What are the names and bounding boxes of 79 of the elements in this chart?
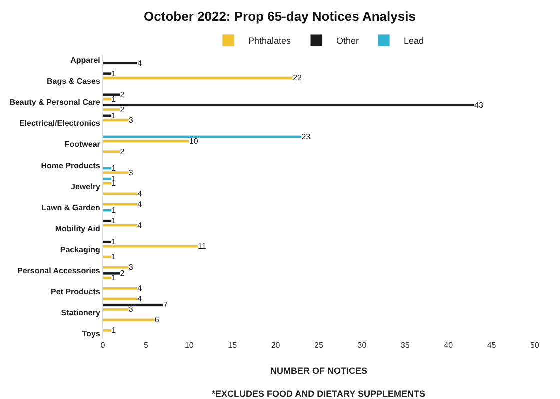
y-tick-label: Personal Accessories: [18, 266, 101, 276]
bar: [103, 224, 138, 228]
y-tick-label: Stationery: [61, 308, 101, 318]
data-label: 2: [120, 90, 126, 100]
data-label: 4: [138, 58, 143, 68]
data-label: 4: [138, 189, 143, 198]
text: *EXCLUDES FOOD AND DIETARY SUPPLEMENTS: [212, 389, 426, 399]
data-label: 2: [120, 105, 126, 114]
bar: [103, 287, 138, 290]
data-label: 22: [293, 74, 303, 83]
x-tick-label: 20: [271, 341, 281, 350]
bar: [103, 135, 302, 139]
bar: [103, 202, 138, 206]
bar: [103, 208, 112, 212]
data-label: 11: [198, 242, 207, 252]
y-tick-label: Bags & Cases: [47, 77, 101, 86]
bar: [103, 298, 138, 301]
data-label: 4: [138, 294, 143, 304]
bar: [103, 318, 156, 322]
bar: [103, 171, 130, 175]
y-tick-label: Lawn & Garden: [42, 203, 100, 212]
data-label: 2: [120, 269, 126, 278]
data-label: 10: [189, 136, 199, 146]
bar: [103, 182, 112, 186]
bar: [103, 266, 130, 270]
x-tick-label: 15: [228, 341, 238, 350]
x-tick-label: 35: [400, 341, 410, 350]
data-label: 1: [112, 238, 117, 247]
data-label: 1: [112, 94, 117, 104]
data-label: 4: [138, 284, 143, 294]
x-tick-label: 50: [530, 341, 540, 350]
y-tick-label: Mobility Aid: [55, 224, 101, 234]
data-label: 1: [112, 252, 117, 262]
y-tick-label: Jewelry: [71, 182, 101, 192]
y-tick-label: Beauty & Personal Care: [10, 98, 101, 108]
data-label: 2: [120, 147, 126, 156]
y-tick-label: Footwear: [64, 140, 100, 150]
data-label: 3: [128, 116, 134, 125]
bar: [103, 62, 138, 65]
y-tick-label: Packaging: [60, 245, 101, 254]
x-tick-label: 40: [444, 341, 454, 350]
data-label: 1: [112, 206, 117, 216]
data-label: 1: [112, 274, 117, 283]
legend-label: Other: [336, 36, 360, 46]
data-label: 1: [112, 216, 117, 226]
x-tick-label: 0: [100, 341, 106, 350]
data-label: 23: [302, 132, 312, 142]
data-label: 3: [128, 263, 134, 272]
x-axis-title: NUMBER OF NOTICES: [270, 366, 368, 376]
data-label: 4: [138, 221, 143, 230]
bar: [103, 150, 121, 154]
data-label: 6: [154, 316, 160, 325]
y-tick-label: Toys: [82, 330, 101, 339]
data-label: 1: [112, 164, 117, 173]
legend-label: Lead: [404, 36, 424, 46]
y-tick-label: Pet Products: [51, 287, 101, 296]
data-label: 3: [128, 305, 134, 314]
bar: [103, 177, 112, 181]
legend-label: Phthalates: [248, 36, 292, 46]
y-tick-label: Electrical/Electronics: [19, 119, 101, 128]
data-label: 1: [112, 326, 117, 336]
bar: [103, 329, 112, 332]
data-label: 7: [163, 300, 168, 310]
x-tick-label: 5: [144, 341, 149, 350]
bar: [103, 192, 138, 196]
data-label: 3: [128, 168, 134, 178]
y-tick-label: Apparel: [70, 56, 100, 66]
data-label: 1: [112, 111, 117, 120]
data-label: 43: [474, 100, 484, 110]
chart-title: October 2022: Prop 65-day Notices Analysis: [144, 9, 416, 24]
x-tick-label: 10: [184, 341, 194, 350]
x-tick-label: 25: [314, 341, 324, 350]
data-label: 4: [138, 200, 143, 209]
bar: [103, 244, 198, 248]
y-tick-label: Home Products: [41, 161, 101, 170]
x-tick-label: 30: [358, 341, 368, 350]
data-label: 1: [112, 69, 117, 78]
x-tick-label: 45: [487, 341, 497, 350]
bar: [103, 255, 112, 259]
